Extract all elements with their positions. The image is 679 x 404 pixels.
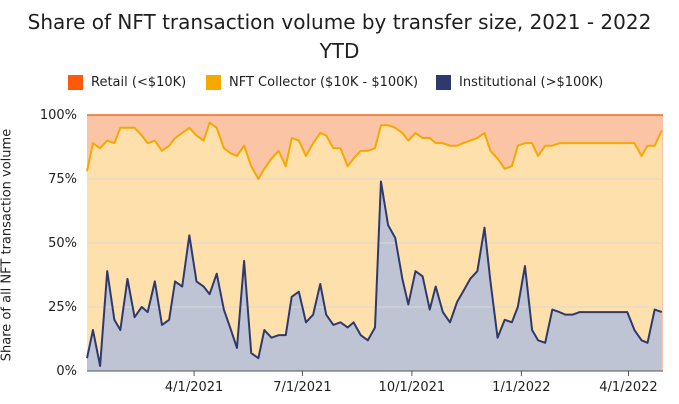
collector-line bbox=[86, 121, 663, 180]
x-tick-label: 4/1/2021 bbox=[165, 380, 223, 395]
legend-swatch-nft-collector bbox=[206, 75, 221, 90]
legend-swatch-institutional bbox=[436, 75, 451, 90]
x-tick-label: 7/1/2021 bbox=[273, 380, 331, 395]
y-tick-label: 50% bbox=[48, 236, 77, 251]
institutional-line bbox=[86, 180, 663, 367]
institutional-area bbox=[87, 181, 662, 371]
y-tick-label: 75% bbox=[48, 172, 77, 187]
y-tick-label: 100% bbox=[40, 108, 77, 123]
y-tick-label: 25% bbox=[48, 300, 77, 315]
legend-item-institutional: Institutional (>$100K) bbox=[436, 75, 603, 90]
chart-title-line-2: YTD bbox=[319, 39, 360, 63]
x-tick-label: 4/1/2022 bbox=[599, 380, 657, 395]
chart-title-line-1: Share of NFT transaction volume by trans… bbox=[27, 10, 652, 34]
chart-title: Share of NFT transaction volume by trans… bbox=[0, 8, 679, 66]
legend: Retail (<$10K) NFT Collector ($10K - $10… bbox=[0, 75, 679, 95]
legend-swatch-retail bbox=[68, 75, 83, 90]
x-tick-label: 10/1/2021 bbox=[379, 380, 446, 395]
y-tick-label: 0% bbox=[56, 364, 77, 379]
legend-label-retail: Retail (<$10K) bbox=[91, 75, 187, 90]
legend-item-retail: Retail (<$10K) bbox=[68, 75, 186, 90]
legend-label-nft-collector: NFT Collector ($10K - $100K) bbox=[229, 75, 419, 90]
legend-label-institutional: Institutional (>$100K) bbox=[459, 75, 604, 90]
x-tick-label: 1/1/2022 bbox=[492, 380, 550, 395]
legend-item-nft-collector: NFT Collector ($10K - $100K) bbox=[206, 75, 418, 90]
